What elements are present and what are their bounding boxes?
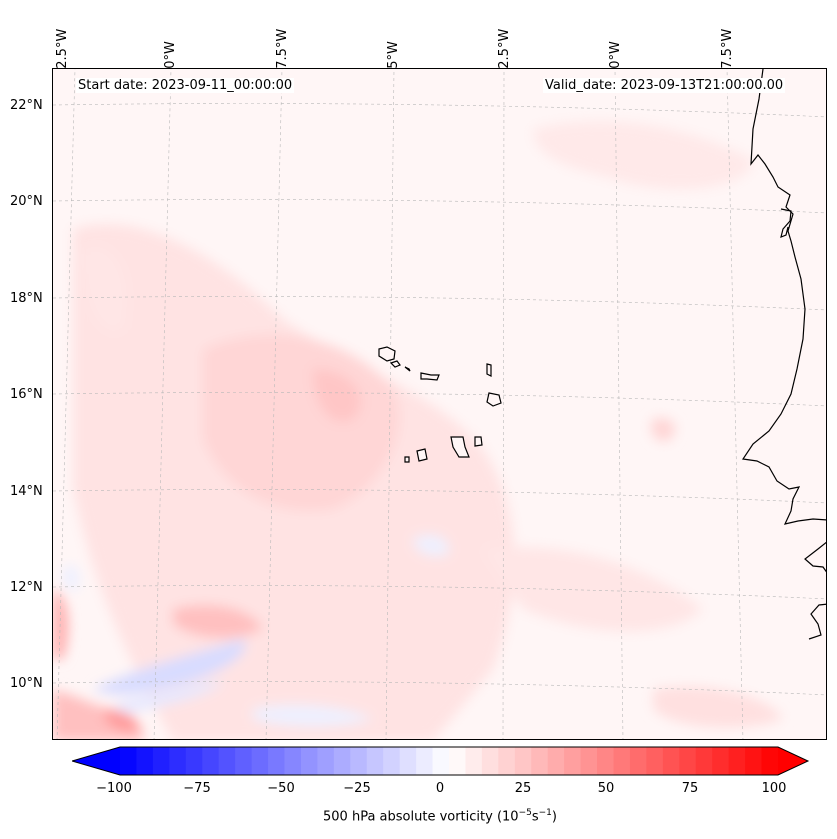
- colorbar-cell: [136, 747, 154, 775]
- vorticity-shading: [53, 120, 783, 739]
- colorbar-tick-0: 0: [435, 781, 445, 796]
- colorbar-tick-minus-25: −25: [343, 781, 371, 796]
- vorticity-field-map: [53, 69, 826, 739]
- colorbar-cells: [120, 747, 779, 775]
- lat-label-14n: 14°N: [10, 484, 43, 499]
- colorbar-cell: [646, 747, 664, 775]
- colorbar-tick-25: 25: [514, 781, 532, 796]
- lat-label-18n: 18°N: [10, 291, 43, 306]
- colorbar-tick-75: 75: [681, 781, 699, 796]
- colorbar-tick-100: 100: [761, 781, 787, 796]
- colorbar-cell: [185, 747, 203, 775]
- coastline: [741, 69, 826, 640]
- colorbar-cell: [498, 747, 516, 775]
- colorbar-cell: [284, 747, 302, 775]
- graticule: [53, 69, 826, 739]
- colorbar-tick-minus-50: −50: [267, 781, 295, 796]
- cape-verde-islands: [378, 346, 502, 463]
- colorbar-cell: [712, 747, 730, 775]
- colorbar-cell: [300, 747, 318, 775]
- lat-label-10n: 10°N: [10, 676, 43, 691]
- lat-label-16n: 16°N: [10, 387, 43, 402]
- colorbar-cell: [761, 747, 779, 775]
- colorbar-cell: [383, 747, 401, 775]
- colorbar-cell: [564, 747, 582, 775]
- colorbar-cell: [531, 747, 549, 775]
- colorbar-cell: [120, 747, 137, 775]
- vorticity-colorbar: [72, 746, 810, 776]
- colorbar-cell: [679, 747, 697, 775]
- colorbar-cell: [218, 747, 236, 775]
- colorbar-cell: [152, 747, 170, 775]
- colorbar-cell: [465, 747, 483, 775]
- colorbar-cell: [235, 747, 253, 775]
- colorbar-tick-minus-75: −75: [183, 781, 211, 796]
- colorbar-cell: [695, 747, 713, 775]
- colorbar-label: 500 hPa absolute vorticity (10−5s−1): [323, 808, 557, 825]
- valid-date-label: Valid_date: 2023-09-13T21:00:00.00: [543, 78, 786, 93]
- colorbar-cell: [629, 747, 647, 775]
- colorbar-cell: [399, 747, 417, 775]
- coastline-bay: [780, 208, 792, 238]
- colorbar-cell: [745, 747, 763, 775]
- colorbar-tick-minus-100: −100: [96, 781, 132, 796]
- lat-label-22n: 22°N: [10, 98, 43, 113]
- colorbar-outline: [72, 746, 810, 776]
- colorbar-cell: [416, 747, 434, 775]
- colorbar-cell: [432, 747, 450, 775]
- colorbar-cell: [202, 747, 220, 775]
- colorbar-cell: [613, 747, 631, 775]
- colorbar-cell: [169, 747, 187, 775]
- colorbar-cell: [514, 747, 532, 775]
- colorbar-high-extend: [778, 747, 808, 775]
- colorbar-cell: [580, 747, 598, 775]
- start-date-label: Start date: 2023-09-11_00:00:00: [76, 78, 295, 93]
- colorbar-cell: [662, 747, 680, 775]
- colorbar-cell: [350, 747, 368, 775]
- colorbar-cell: [268, 747, 285, 775]
- colorbar-cell: [366, 747, 384, 775]
- colorbar-cell: [333, 747, 351, 775]
- colorbar-cell: [317, 747, 335, 775]
- colorbar-cell: [481, 747, 499, 775]
- colorbar-cell: [547, 747, 565, 775]
- colorbar-low-extend: [72, 747, 120, 775]
- colorbar-tick-50: 50: [597, 781, 615, 796]
- map-panel: [52, 68, 827, 740]
- lat-label-20n: 20°N: [10, 194, 43, 209]
- colorbar-cell: [597, 747, 614, 775]
- colorbar-cell: [251, 747, 269, 775]
- lat-label-12n: 12°N: [10, 580, 43, 595]
- colorbar-cell: [728, 747, 746, 775]
- colorbar-cell: [449, 747, 466, 775]
